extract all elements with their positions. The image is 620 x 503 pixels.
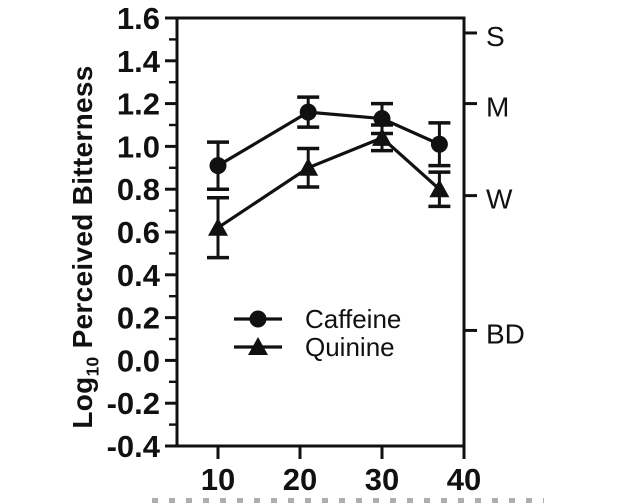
y-tick-label: 0.4 [117,258,161,293]
right-axis-label: BD [486,318,525,349]
marker-triangle [429,179,450,198]
error-bars-quinine [207,123,451,260]
x-axis-ticks [216,446,466,459]
x-tick-label: 10 [201,462,235,497]
y-axis-title-rest: Perceived Bitterness [67,65,98,357]
series-markers-quinine [208,127,450,236]
error-bars-caffeine [207,95,451,191]
y-tick-label: -0.4 [107,429,161,464]
x-tick-label: 20 [283,462,317,497]
y-axis-title: Log10 Perceived Bitterness [61,32,105,462]
marker-circle [373,110,391,128]
series-markers-caffeine [209,103,448,175]
marker-triangle [208,217,228,236]
legend-label-caffeine: Caffeine [305,304,401,334]
y-tick-label: 0.6 [117,215,160,250]
y-axis-ticks [165,16,177,448]
y-tick-label: 0.8 [117,172,160,207]
legend-marker-circle [249,310,267,328]
marker-circle [430,135,448,153]
x-tick-label: 40 [447,462,481,497]
marker-circle [209,157,227,175]
y-tick-label: -0.2 [107,386,160,421]
right-axis-ticks [464,31,477,332]
right-axis-label: S [486,21,505,52]
y-tick-label: 1.0 [117,129,160,164]
x-axis-tick-labels: 10 20 30 40 [201,462,481,497]
cropped-text-artifact [152,498,544,503]
legend-marker-triangle [248,337,268,355]
y-tick-label: 0.2 [117,301,160,336]
marker-triangle [298,157,319,176]
marker-circle [299,103,317,121]
marker-triangle [372,127,392,146]
y-axis-title-subscript: 10 [82,356,103,377]
y-axis-title-main: Log [67,376,98,429]
y-tick-label: 1.6 [117,1,160,36]
y-tick-label: 1.2 [117,87,160,122]
y-tick-label: 0.0 [117,343,160,378]
y-axis-tick-labels: 1.6 1.4 1.2 1.0 0.8 0.6 0.4 0.2 0.0 -0.2 -0.4 [107,1,161,464]
series-line-caffeine [217,110,441,168]
x-tick-label: 30 [365,462,399,497]
right-axis-tick-labels: S M W BD [486,21,525,349]
right-axis-label: W [486,184,513,215]
y-tick-label: 1.4 [117,44,161,79]
legend-label-quinine: Quinine [305,332,395,362]
series-line-quinine [217,135,441,230]
right-axis-label: M [486,92,509,123]
